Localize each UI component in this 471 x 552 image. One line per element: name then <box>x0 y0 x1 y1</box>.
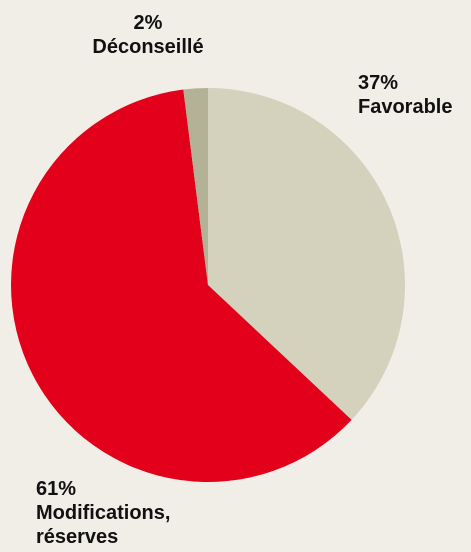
slice-name-deconseille: Déconseillé <box>92 36 204 58</box>
pie-slice-deconseille <box>183 88 208 285</box>
slice-name-favorable: Favorable <box>358 96 453 118</box>
slice-name-modifications-line1: Modifications, <box>36 502 171 524</box>
slice-percent-favorable: 37% <box>358 72 399 94</box>
pie-slice-modifications <box>11 89 352 482</box>
pie-slice-favorable <box>208 88 406 420</box>
pie-slices <box>11 88 406 482</box>
slice-percent-modifications: 61% <box>36 478 77 500</box>
slice-name-modifications-line2: réserves <box>36 526 119 548</box>
slice-percent-deconseille: 2% <box>133 12 163 34</box>
slice-label-deconseille: 2% Déconseillé <box>78 11 218 59</box>
slice-label-favorable: 37% Favorable <box>358 71 452 119</box>
slice-label-modifications: 61% Modifications, réserves <box>36 477 170 549</box>
